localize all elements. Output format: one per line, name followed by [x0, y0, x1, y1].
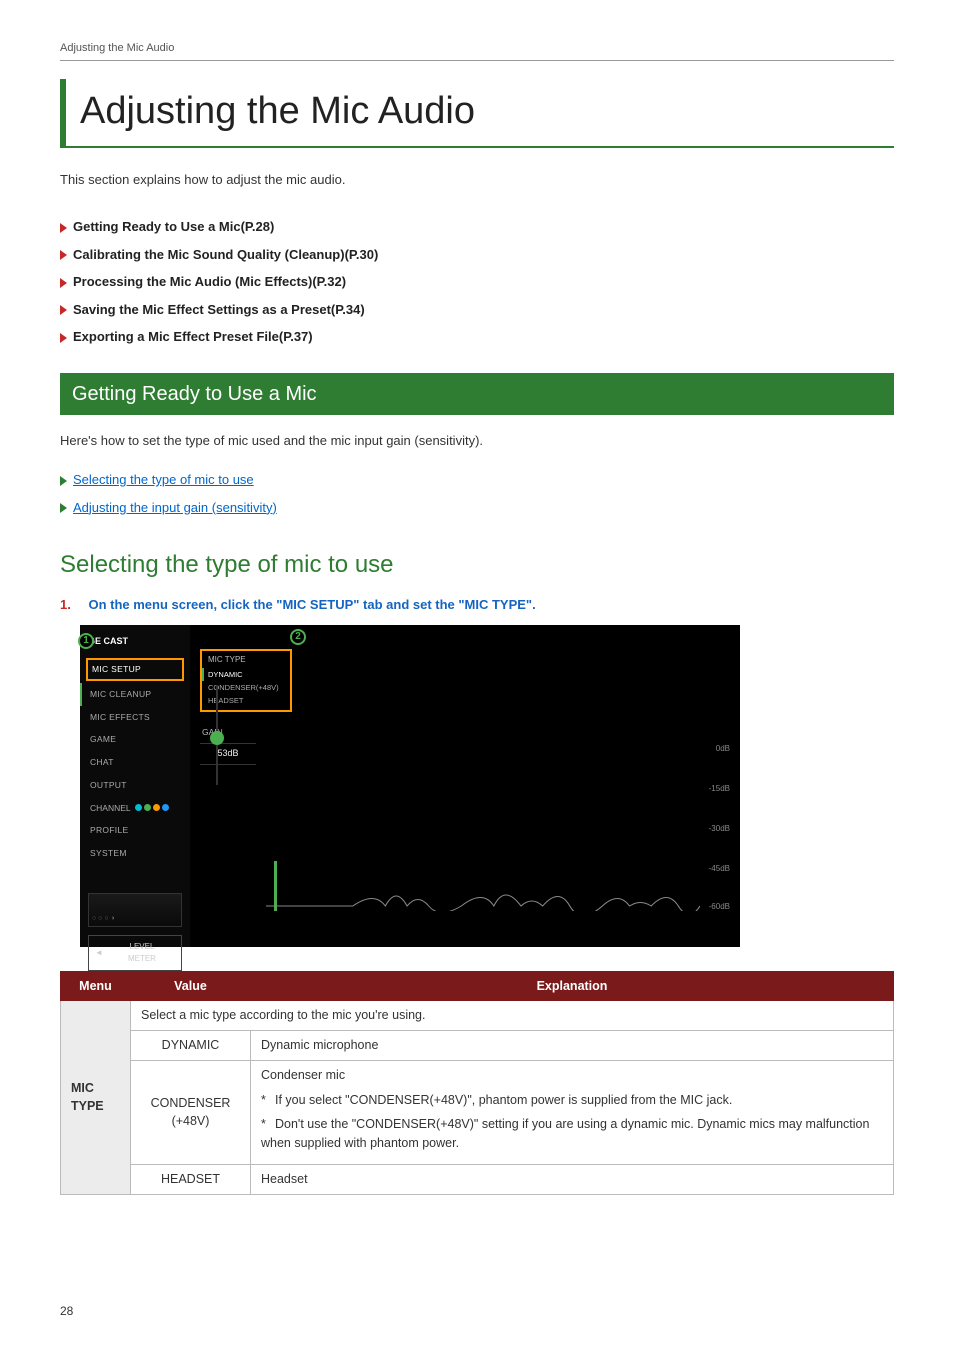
sidebar-item-channel[interactable]: CHANNEL [80, 797, 190, 820]
sidebar-item-chat[interactable]: CHAT [80, 751, 190, 774]
level-meter-label: LEVEL METER [109, 941, 175, 965]
mic-type-heading: MIC TYPE [202, 654, 290, 668]
triangle-icon [60, 305, 67, 315]
scale-label: -30dB [709, 823, 730, 835]
gain-slider[interactable] [210, 685, 224, 785]
subsection-title: Selecting the type of mic to use [60, 547, 894, 583]
link-adjusting-gain[interactable]: Adjusting the input gain (sensitivity) [73, 500, 277, 515]
slider-knob[interactable] [210, 731, 224, 745]
level-meter-button[interactable]: ◄ LEVEL METER [88, 935, 182, 971]
table-header-value: Value [131, 971, 251, 1001]
section-heading: Getting Ready to Use a Mic [60, 373, 894, 415]
step-number: 1. [60, 597, 71, 612]
scale-label: -60dB [709, 901, 730, 913]
mic-type-table: Menu Value Explanation MIC TYPE Select a… [60, 971, 894, 1195]
intro-text: This section explains how to adjust the … [60, 170, 894, 190]
sidebar-item-mic-cleanup[interactable]: MIC CLEANUP [80, 683, 190, 706]
channel-dot-icon [135, 804, 142, 811]
table-value-headset: HEADSET [131, 1164, 251, 1194]
app-logo: 1 GE CAST [80, 631, 190, 657]
sidebar-item-profile[interactable]: PROFILE [80, 819, 190, 842]
gain-label: GAIN [202, 726, 730, 739]
page-title-container: Adjusting the Mic Audio [60, 79, 894, 148]
table-exp-condenser: Condenser mic *If you select "CONDENSER(… [251, 1060, 894, 1164]
scale-label: -15dB [709, 783, 730, 795]
section-description: Here's how to set the type of mic used a… [60, 431, 894, 451]
triangle-icon [60, 250, 67, 260]
sidebar-item-output[interactable]: OUTPUT [80, 774, 190, 797]
asterisk-icon: * [261, 1091, 275, 1110]
callout-badge-1: 1 [78, 633, 94, 649]
table-value-dynamic: DYNAMIC [131, 1031, 251, 1061]
level-meter-area: 0dB -15dB -30dB -45dB -60dB [266, 743, 730, 913]
condenser-note-2: Don't use the "CONDENSER(+48V)" setting … [261, 1117, 869, 1150]
sub-link-list: Selecting the type of mic to use Adjusti… [60, 470, 894, 517]
app-sidebar: 1 GE CAST MIC SETUP MIC CLEANUP MIC EFFE… [80, 625, 190, 947]
table-menu-cell: MIC TYPE [61, 1001, 131, 1194]
triangle-icon [60, 503, 67, 513]
page-number: 28 [60, 1302, 73, 1320]
breadcrumb: Adjusting the Mic Audio [60, 40, 894, 61]
triangle-icon [60, 278, 67, 288]
sidebar-item-system[interactable]: SYSTEM [80, 842, 190, 865]
sidebar-item-mic-effects[interactable]: MIC EFFECTS [80, 706, 190, 729]
device-thumbnail [88, 893, 182, 927]
scale-label: -45dB [709, 863, 730, 875]
channel-dot-icon [153, 804, 160, 811]
triangle-icon [60, 333, 67, 343]
sidebar-item-mic-setup[interactable]: MIC SETUP [86, 658, 184, 681]
waveform [266, 881, 700, 911]
mic-type-option-dynamic[interactable]: DYNAMIC [202, 668, 290, 681]
channel-dot-icon [144, 804, 151, 811]
table-span-text: Select a mic type according to the mic y… [131, 1001, 894, 1031]
link-getting-ready[interactable]: Getting Ready to Use a Mic(P.28) [73, 219, 274, 234]
scale-label: 0dB [716, 743, 730, 755]
app-logo-text: GE CAST [88, 636, 128, 646]
page-title: Adjusting the Mic Audio [80, 83, 894, 140]
channel-label: CHANNEL [90, 803, 130, 813]
link-calibrating[interactable]: Calibrating the Mic Sound Quality (Clean… [73, 247, 378, 262]
link-exporting[interactable]: Exporting a Mic Effect Preset File(P.37) [73, 329, 313, 344]
app-main-panel: 2 MIC TYPE DYNAMIC CONDENSER(+48V) HEADS… [190, 625, 740, 947]
step-line: 1. On the menu screen, click the "MIC SE… [60, 595, 894, 615]
asterisk-icon: * [261, 1115, 275, 1134]
channel-dot-icon [162, 804, 169, 811]
triangle-icon [60, 476, 67, 486]
link-selecting-type[interactable]: Selecting the type of mic to use [73, 472, 254, 487]
gain-value: 53dB [200, 743, 256, 765]
table-value-condenser: CONDENSER (+48V) [131, 1060, 251, 1164]
condenser-title: Condenser mic [261, 1066, 883, 1085]
arrow-left-icon: ◄ [95, 947, 103, 959]
triangle-icon [60, 223, 67, 233]
step-text: On the menu screen, click the "MIC SETUP… [88, 597, 535, 612]
sidebar-item-game[interactable]: GAME [80, 728, 190, 751]
app-screenshot: 1 GE CAST MIC SETUP MIC CLEANUP MIC EFFE… [80, 625, 740, 947]
condenser-note-1: If you select "CONDENSER(+48V)", phantom… [275, 1093, 732, 1107]
table-exp-dynamic: Dynamic microphone [251, 1031, 894, 1061]
callout-badge-2: 2 [290, 629, 306, 645]
top-link-list: Getting Ready to Use a Mic(P.28) Calibra… [60, 217, 894, 347]
table-header-menu: Menu [61, 971, 131, 1001]
table-header-explanation: Explanation [251, 971, 894, 1001]
link-processing[interactable]: Processing the Mic Audio (Mic Effects)(P… [73, 274, 346, 289]
table-exp-headset: Headset [251, 1164, 894, 1194]
link-saving[interactable]: Saving the Mic Effect Settings as a Pres… [73, 302, 365, 317]
